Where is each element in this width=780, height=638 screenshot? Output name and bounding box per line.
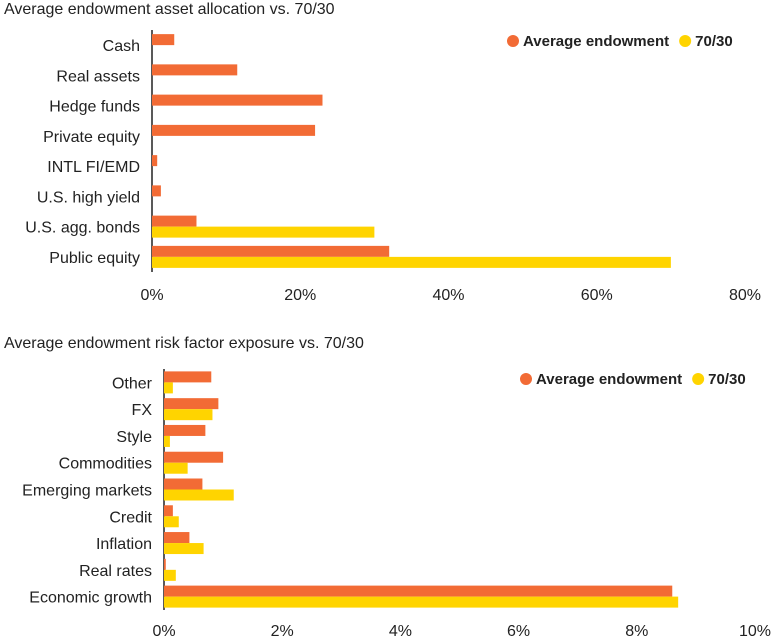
bar-0-1-6 xyxy=(152,226,375,238)
category-label-1-7: Real rates xyxy=(79,563,152,580)
bar-1-0-8 xyxy=(164,585,673,597)
bar-0-0-7 xyxy=(152,245,390,257)
bar-0-0-4 xyxy=(152,155,158,167)
category-label-0-6: U.S. agg. bonds xyxy=(25,220,140,237)
chart1-title: Average endowment asset allocation vs. 7… xyxy=(4,1,335,18)
x-tick-label-1-2: 4% xyxy=(389,623,412,638)
category-label-0-7: Public equity xyxy=(49,250,140,267)
category-label-0-5: U.S. high yield xyxy=(37,189,140,206)
bar-0-0-2 xyxy=(152,94,323,106)
category-label-1-1: FX xyxy=(132,402,153,419)
x-tick-label-1-1: 2% xyxy=(271,623,294,638)
bar-1-1-2 xyxy=(164,435,170,447)
legend-label-0-0: Average endowment xyxy=(523,33,669,50)
bar-1-0-2 xyxy=(164,424,206,436)
category-label-1-0: Other xyxy=(112,375,153,392)
bar-1-0-5 xyxy=(164,505,173,517)
chart2-title: Average endowment risk factor exposure v… xyxy=(4,335,364,352)
bar-0-0-3 xyxy=(152,124,316,136)
legend-marker-1-0 xyxy=(520,373,532,385)
x-tick-label-0-1: 20% xyxy=(284,287,316,304)
legend-label-1-0: Average endowment xyxy=(536,371,682,388)
bar-1-0-7 xyxy=(164,558,166,570)
x-tick-label-1-0: 0% xyxy=(152,623,175,638)
bar-1-0-0 xyxy=(164,371,212,383)
x-tick-label-0-4: 80% xyxy=(729,287,761,304)
bar-0-0-6 xyxy=(152,215,197,227)
category-label-0-0: Cash xyxy=(103,38,140,55)
bar-1-1-6 xyxy=(164,543,204,555)
category-label-0-1: Real assets xyxy=(56,68,140,85)
bar-1-1-5 xyxy=(164,516,179,528)
category-label-1-2: Style xyxy=(116,429,152,446)
legend-label-0-1: 70/30 xyxy=(695,33,733,50)
bar-0-0-0 xyxy=(152,34,175,46)
bar-1-1-7 xyxy=(164,569,176,581)
category-label-1-4: Emerging markets xyxy=(22,483,152,500)
x-tick-label-0-0: 0% xyxy=(140,287,163,304)
category-label-1-5: Credit xyxy=(109,509,152,526)
legend-marker-0-0 xyxy=(507,35,519,47)
bar-0-0-5 xyxy=(152,185,161,197)
bar-1-0-4 xyxy=(164,478,203,490)
bar-0-1-7 xyxy=(152,256,671,268)
bar-1-1-8 xyxy=(164,596,679,608)
x-tick-label-0-2: 40% xyxy=(432,287,464,304)
category-label-0-4: INTL FI/EMD xyxy=(47,159,140,176)
category-label-1-6: Inflation xyxy=(96,536,152,553)
x-tick-label-1-5: 10% xyxy=(739,623,771,638)
legend-label-1-1: 70/30 xyxy=(708,371,746,388)
category-label-0-3: Private equity xyxy=(43,129,140,146)
x-tick-label-0-3: 60% xyxy=(581,287,613,304)
bar-1-0-1 xyxy=(164,398,219,410)
bar-1-0-3 xyxy=(164,451,224,463)
x-tick-label-1-4: 8% xyxy=(625,623,648,638)
bar-0-0-1 xyxy=(152,64,238,76)
legend-marker-0-1 xyxy=(679,35,692,47)
x-tick-label-1-3: 6% xyxy=(507,623,530,638)
legend-marker-1-1 xyxy=(692,373,705,385)
category-label-0-2: Hedge funds xyxy=(49,99,140,116)
bar-1-0-6 xyxy=(164,532,190,544)
category-label-1-8: Economic growth xyxy=(29,590,152,607)
category-label-1-3: Commodities xyxy=(59,456,152,473)
bar-1-1-3 xyxy=(164,462,188,474)
bar-1-1-1 xyxy=(164,409,213,421)
asset-allocation-chart: Cash Real assets Hedge funds Private equity… xyxy=(25,30,761,304)
bar-1-1-4 xyxy=(164,489,234,501)
bar-1-1-0 xyxy=(164,382,173,394)
